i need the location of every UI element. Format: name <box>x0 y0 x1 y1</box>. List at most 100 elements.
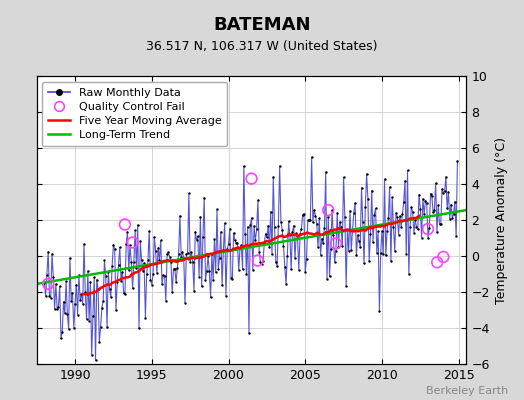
Point <box>209 277 217 284</box>
Point <box>183 249 192 256</box>
Point <box>150 234 159 240</box>
Point <box>439 190 447 196</box>
Point <box>347 247 355 253</box>
Point <box>192 236 201 243</box>
Point <box>296 230 304 237</box>
Point <box>164 249 172 256</box>
Point <box>239 163 248 169</box>
Point <box>127 259 136 266</box>
Point <box>352 252 361 258</box>
Point <box>125 267 133 273</box>
Point <box>213 206 221 212</box>
Point <box>256 259 265 266</box>
Point <box>112 307 120 313</box>
Point <box>376 250 385 256</box>
Point <box>154 245 162 251</box>
Point <box>126 242 134 248</box>
Point <box>405 270 413 277</box>
Point <box>360 260 368 266</box>
Point <box>235 267 243 274</box>
Point <box>90 274 99 280</box>
Point <box>85 317 93 324</box>
Point <box>357 184 366 191</box>
Point <box>364 196 372 202</box>
Point <box>421 197 430 204</box>
Point <box>329 232 337 238</box>
Point <box>246 222 255 228</box>
Point <box>59 298 68 305</box>
Point <box>77 291 85 297</box>
Point <box>348 227 357 234</box>
Point <box>406 224 414 231</box>
Point <box>135 325 143 332</box>
Point <box>57 335 65 342</box>
Point <box>139 268 147 274</box>
Point <box>393 214 401 220</box>
Point <box>430 207 439 214</box>
Point <box>231 237 239 243</box>
Point <box>62 278 70 284</box>
Point <box>200 194 209 201</box>
Point <box>215 255 224 262</box>
Point <box>392 210 400 216</box>
Point <box>237 242 245 248</box>
Point <box>338 242 346 249</box>
Point <box>303 217 312 224</box>
Point <box>324 207 332 213</box>
Point <box>418 234 426 241</box>
Point <box>331 259 339 265</box>
Point <box>309 219 317 225</box>
Point <box>355 237 363 244</box>
Point <box>278 227 287 233</box>
Point <box>285 218 293 224</box>
Point <box>177 254 185 260</box>
Point <box>79 300 87 307</box>
Point <box>104 269 113 275</box>
Point <box>117 278 125 285</box>
Point <box>205 268 213 275</box>
Point <box>66 254 74 261</box>
Point <box>201 277 210 283</box>
Point <box>206 294 215 300</box>
Point <box>145 228 154 234</box>
Point <box>425 225 433 232</box>
Point <box>58 328 67 335</box>
Point <box>224 241 233 248</box>
Point <box>384 215 392 221</box>
Point <box>64 326 73 332</box>
Point <box>45 293 53 300</box>
Point <box>148 281 156 288</box>
Point <box>88 352 96 358</box>
Point <box>293 234 302 241</box>
Point <box>100 257 108 264</box>
Point <box>300 210 308 217</box>
Point <box>149 271 157 278</box>
Point <box>434 202 442 208</box>
Point <box>227 274 235 281</box>
Point <box>178 249 187 256</box>
Point <box>181 300 189 306</box>
Point <box>218 282 226 288</box>
Point <box>402 251 410 257</box>
Point <box>161 298 170 304</box>
Point <box>260 240 268 246</box>
Point <box>415 191 423 198</box>
Point <box>247 215 256 221</box>
Point <box>75 272 83 278</box>
Point <box>255 249 264 255</box>
Point <box>228 276 236 282</box>
Point <box>372 205 380 212</box>
Point <box>121 291 129 298</box>
Point <box>146 276 155 283</box>
Point <box>343 227 352 234</box>
Point <box>47 294 55 301</box>
Point <box>381 252 390 259</box>
Point <box>168 289 177 296</box>
Point <box>305 216 313 223</box>
Point <box>76 297 84 304</box>
Point <box>302 256 311 262</box>
Point <box>451 198 459 205</box>
Point <box>96 324 105 330</box>
Point <box>111 246 119 252</box>
Point <box>350 210 358 216</box>
